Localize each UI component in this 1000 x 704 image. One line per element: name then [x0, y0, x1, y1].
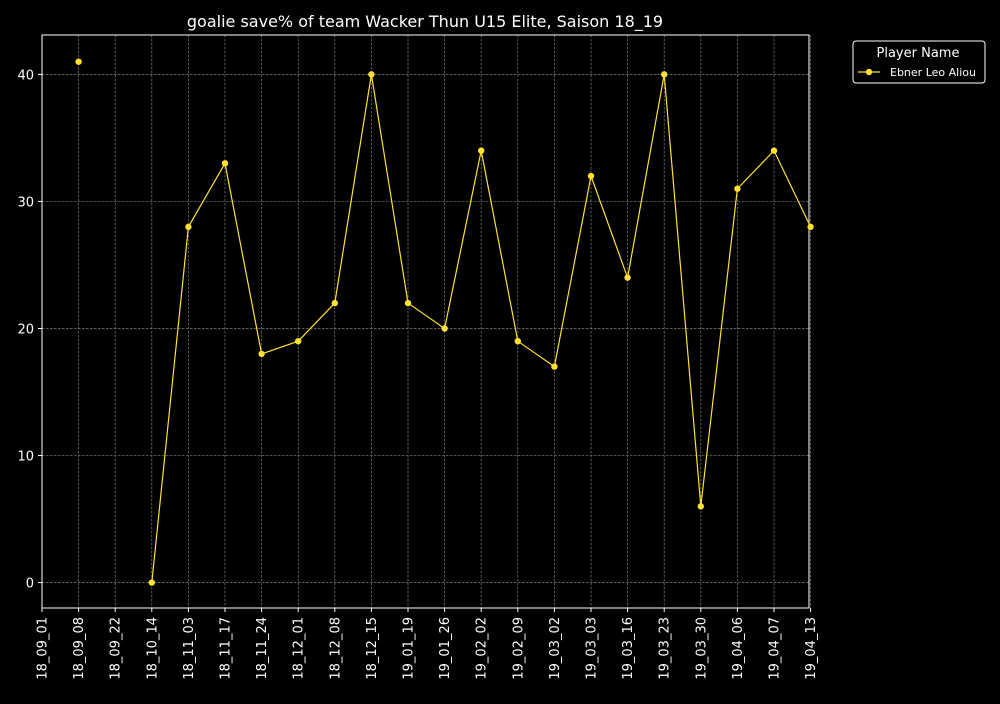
x-tick-label: 19_02_09	[511, 617, 526, 680]
data-point	[807, 223, 814, 231]
x-tick-label: 19_03_30	[694, 617, 709, 680]
grid-layer	[41, 35, 811, 608]
x-tick-label: 18_09_08	[72, 617, 87, 680]
data-point	[148, 579, 155, 586]
x-tick-label: 19_01_19	[402, 617, 417, 680]
data-point	[185, 223, 192, 231]
legend-entry-label: Ebner Leo Aliou	[890, 66, 976, 79]
plot-frame	[41, 34, 810, 609]
data-point	[624, 274, 631, 281]
x-tick-label: 18_11_17	[219, 617, 234, 680]
x-tick-label: 18_11_24	[255, 617, 270, 680]
x-tick-label: 18_10_14	[145, 617, 160, 680]
data-point	[734, 185, 741, 192]
x-tick-label: 19_04_06	[731, 617, 746, 680]
legend-title: Player Name	[877, 46, 960, 61]
x-tick-label: 19_03_23	[658, 617, 673, 680]
y-tick-label: 30	[17, 195, 34, 210]
y-tick-label: 0	[26, 577, 34, 592]
x-tick-label: 18_11_03	[182, 617, 197, 680]
data-point	[368, 71, 375, 78]
x-tick-label: 19_04_07	[768, 617, 783, 680]
x-tick-label: 18_09_22	[109, 617, 124, 680]
chart-title: goalie save% of team Wacker Thun U15 Eli…	[187, 12, 663, 32]
data-point	[587, 172, 595, 180]
data-point	[258, 350, 265, 358]
data-point	[697, 503, 704, 510]
y-tick-label: 20	[17, 322, 34, 337]
x-tick-label: 18_12_08	[328, 617, 343, 680]
data-point	[770, 147, 778, 154]
data-point	[221, 160, 229, 167]
x-tick-label: 18_12_15	[365, 617, 380, 680]
legend-box	[852, 40, 986, 84]
data-point	[75, 58, 82, 65]
x-tick-label: 18_09_01	[36, 617, 51, 680]
x-tick-label: 19_03_03	[585, 617, 600, 680]
x-tick-label: 19_01_26	[438, 617, 453, 680]
axes-layer: 0 10 20 30 40 18_09_01 18_09_08 18_09_22 18_10_1…	[17, 34, 819, 680]
x-tick-label: 19_03_16	[621, 617, 636, 680]
x-tick-label: 19_03_02	[548, 617, 563, 680]
data-point	[478, 147, 485, 154]
legend-point-marker	[865, 68, 873, 76]
series-layer	[75, 58, 814, 586]
data-point	[514, 337, 521, 345]
x-tick-label: 18_12_01	[292, 617, 307, 680]
data-point	[295, 337, 302, 345]
y-tick-label: 40	[17, 68, 34, 83]
x-tick-label: 19_04_13	[804, 617, 819, 680]
x-tick-label: 19_02_02	[475, 617, 490, 680]
data-point	[441, 325, 448, 332]
legend: Player Name Ebner Leo Aliou	[852, 40, 986, 84]
data-point	[551, 363, 558, 370]
data-point	[661, 71, 668, 78]
data-point	[331, 299, 338, 307]
y-tick-label: 10	[17, 450, 34, 465]
data-point	[404, 299, 412, 307]
